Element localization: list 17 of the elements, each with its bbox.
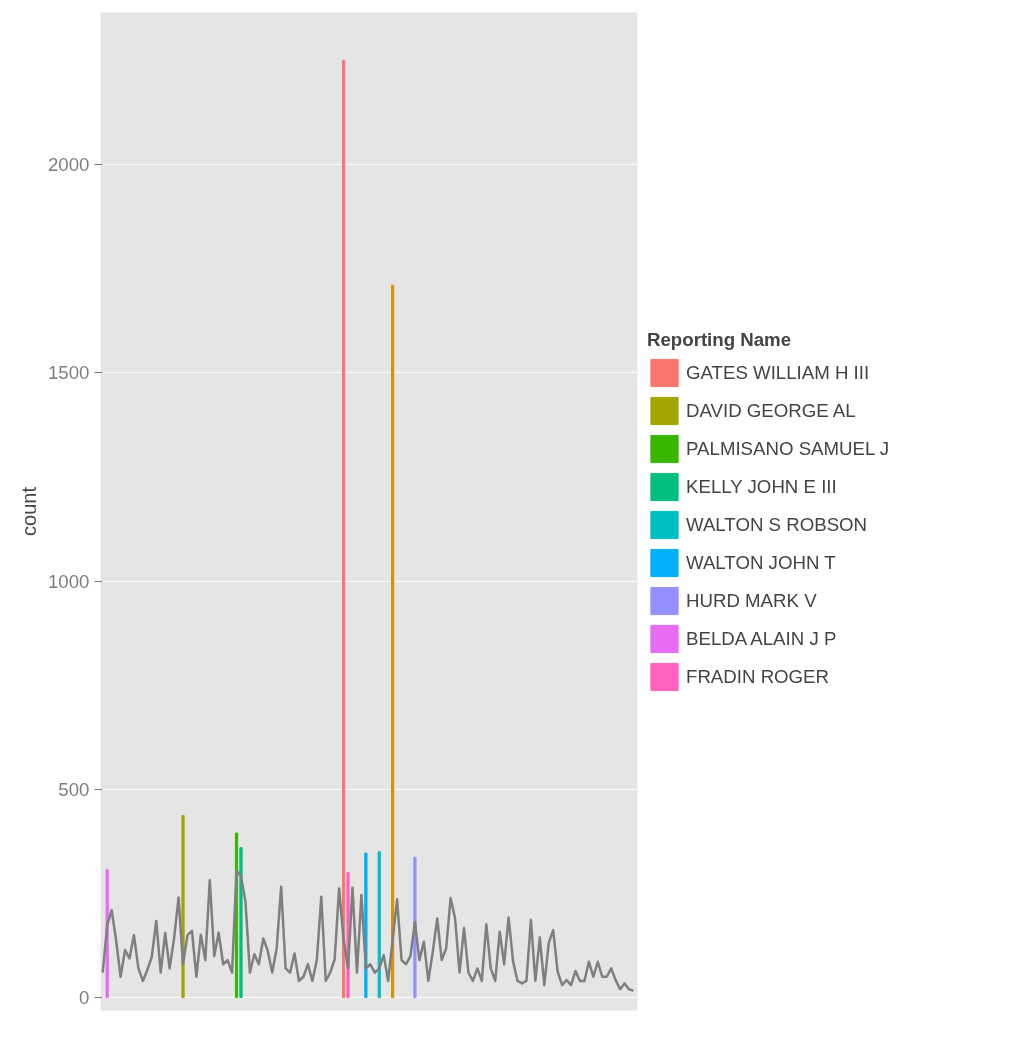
y-axis-title: count	[18, 486, 40, 536]
legend-label: KELLY JOHN E III	[686, 475, 837, 498]
legend-label: GATES WILLIAM H III	[686, 361, 870, 384]
y-tick-label: 1000	[48, 570, 90, 592]
legend-label: FRADIN ROGER	[686, 665, 830, 688]
y-tick-label: 500	[58, 778, 90, 800]
y-tick-label: 0	[79, 987, 90, 1009]
y-tick-label: 2000	[48, 154, 90, 176]
legend-label: BELDA ALAIN J P	[686, 627, 837, 650]
y-tick-label: 1500	[48, 362, 90, 384]
legend-title: Reporting Name	[647, 328, 793, 351]
legend-label: DAVID GEORGE AL	[686, 399, 856, 422]
legend-label: WALTON S ROBSON	[686, 513, 868, 536]
legend-label: PALMISANO SAMUEL J	[686, 437, 890, 460]
legend-label: HURD MARK V	[686, 589, 817, 612]
line-series	[101, 868, 635, 993]
legend-label: WALTON JOHN T	[686, 551, 836, 574]
